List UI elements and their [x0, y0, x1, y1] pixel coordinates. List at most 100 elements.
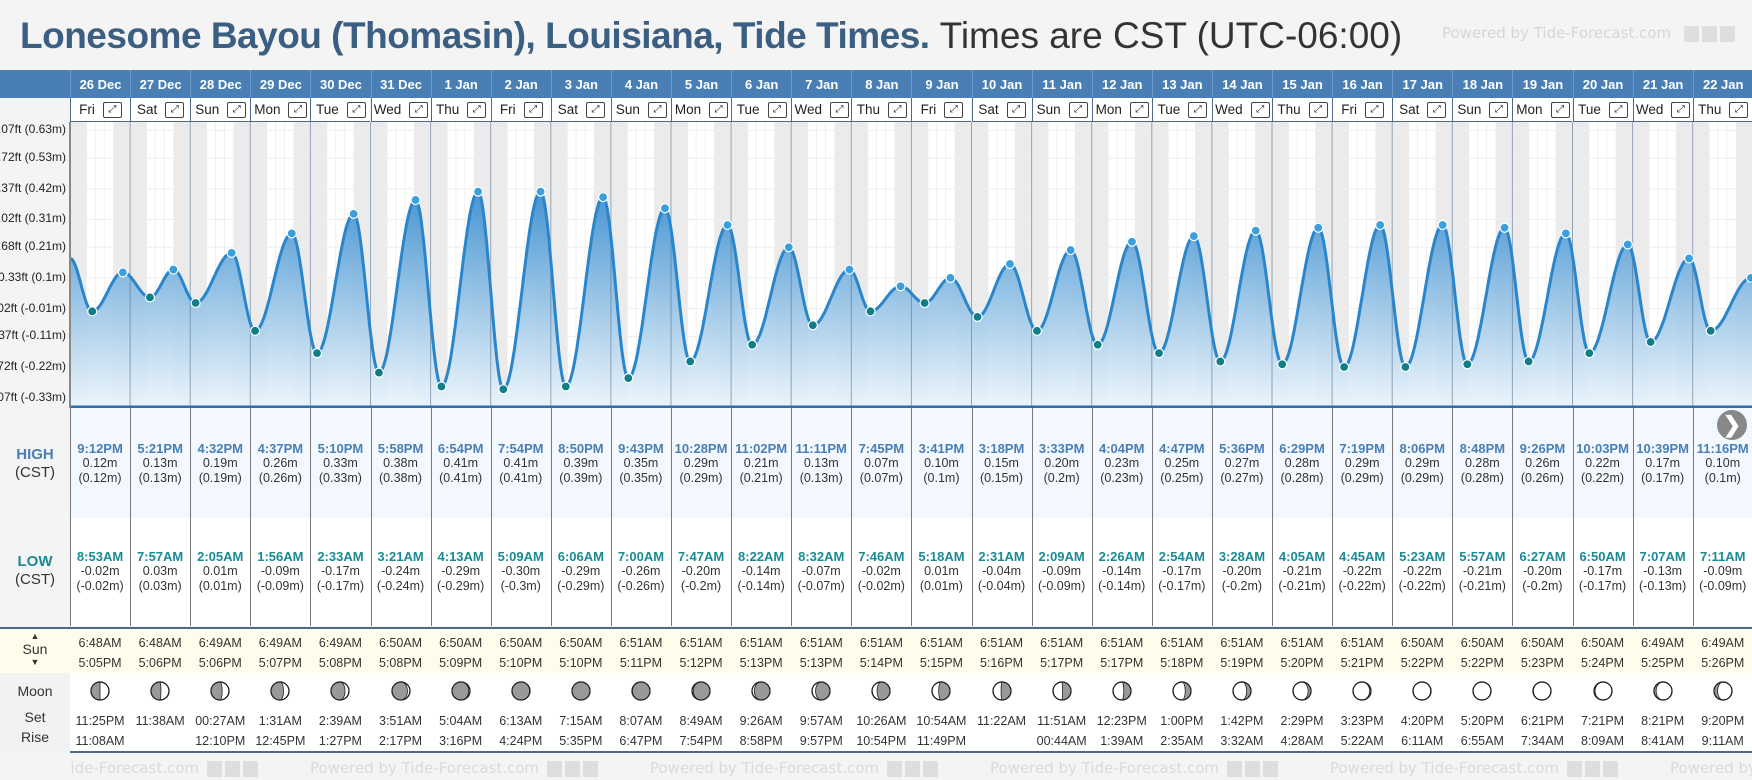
column-divider	[1151, 408, 1153, 626]
sunset-time: 5:10PM	[499, 656, 543, 670]
expand-day-button[interactable]: ⤢	[1729, 101, 1749, 118]
high-tide-height-alt: (0.15m)	[980, 471, 1024, 485]
weekday-cell: Mon ⤢	[671, 98, 732, 122]
next-page-button[interactable]: ❯	[1717, 410, 1747, 440]
low-tide-point	[1584, 347, 1595, 359]
high-tide-point	[783, 242, 794, 253]
low-tide-height-alt: (-0.29m)	[437, 579, 485, 593]
powered-by-watermark: Powered by Tide-Forecast.com	[70, 759, 259, 777]
high-tide-point	[348, 208, 359, 219]
low-tide-height: -0.04m	[982, 564, 1021, 578]
weekday-label: Tue	[316, 102, 339, 117]
high-tide-height: 0.28m	[1284, 456, 1320, 470]
expand-day-button[interactable]: ⤢	[1129, 101, 1149, 118]
moon-phase-icon	[1172, 681, 1192, 701]
column-divider	[610, 408, 612, 626]
expand-day-button[interactable]: ⤢	[1671, 101, 1691, 118]
high-tide-band	[70, 408, 1752, 518]
high-tide-point	[1560, 228, 1571, 239]
high-tide-height: 0.12m	[82, 456, 118, 470]
moon-phase-icon	[1112, 681, 1132, 701]
low-tide-time: 4:45AM	[1339, 549, 1386, 564]
moonrise-time: 11:49PM	[916, 734, 966, 748]
expand-day-button[interactable]: ⤢	[1489, 101, 1509, 118]
sunset-time: 5:13PM	[799, 656, 843, 670]
low-tide-cell: 2:54AM -0.17m (-0.17m)	[1152, 549, 1212, 594]
expand-day-button[interactable]: ⤢	[1608, 101, 1628, 118]
high-tide-cell: 7:19PM 0.29m (0.29m)	[1332, 441, 1392, 486]
low-tide-time: 6:06AM	[557, 549, 604, 564]
moonrise-time: 8:58PM	[739, 734, 783, 748]
low-tide-time: 3:28AM	[1218, 549, 1266, 564]
moon-cell: 1:31AM 12:45PM	[250, 681, 310, 751]
expand-day-button[interactable]: ⤢	[165, 101, 185, 118]
low-tide-cell: 2:33AM -0.17m (-0.17m)	[310, 549, 370, 594]
expand-day-button[interactable]: ⤢	[1006, 101, 1026, 118]
expand-day-button[interactable]: ⤢	[585, 101, 605, 118]
expand-day-button[interactable]: ⤢	[523, 101, 543, 118]
low-tide-height-alt: (0.01m)	[198, 579, 242, 593]
weekday-cell: Tue ⤢	[731, 98, 792, 122]
low-tide-height: -0.17m	[1162, 564, 1202, 578]
high-tz-label: (CST)	[15, 464, 55, 481]
low-tide-point	[1705, 325, 1716, 336]
weekday-cell: Fri ⤢	[490, 98, 551, 122]
moonset-time: 2:29PM	[1280, 714, 1324, 728]
expand-day-button[interactable]: ⤢	[227, 101, 247, 118]
expand-day-button[interactable]: ⤢	[944, 101, 964, 118]
sunset-time: 5:12PM	[679, 656, 723, 670]
expand-icon: ⤢	[949, 104, 958, 115]
expand-day-button[interactable]: ⤢	[346, 101, 366, 118]
weekday-label: Mon	[254, 102, 281, 117]
expand-day-button[interactable]: ⤢	[102, 101, 122, 118]
expand-day-button[interactable]: ⤢	[1068, 101, 1088, 118]
expand-day-button[interactable]: ⤢	[887, 101, 907, 118]
expand-day-button[interactable]: ⤢	[767, 101, 787, 118]
high-tide-height-alt: (0.27m)	[1220, 471, 1264, 485]
high-tide-point	[597, 192, 609, 203]
moon-cell: 9:57AM 9:57PM	[791, 681, 851, 751]
column-divider	[971, 408, 973, 626]
high-tide-height-alt: (0.41m)	[499, 471, 543, 485]
low-tide-height: 0.01m	[202, 564, 238, 578]
y-tick-label: 0.37ft (-0.11m)	[0, 328, 66, 343]
expand-day-button[interactable]: ⤢	[288, 101, 308, 118]
moonset-time: 11:51AM	[1037, 714, 1087, 728]
expand-day-button[interactable]: ⤢	[1188, 101, 1208, 118]
high-tide-height: 0.29m	[1404, 456, 1440, 470]
expand-day-button[interactable]: ⤢	[1308, 101, 1328, 118]
expand-day-button[interactable]: ⤢	[1365, 101, 1385, 118]
moonset-time: 10:54AM	[916, 714, 967, 728]
sunrise-time: 6:51AM	[1040, 636, 1084, 650]
expand-day-button[interactable]: ⤢	[709, 101, 729, 118]
column-divider	[490, 408, 492, 626]
date-header: 13 Jan	[1151, 70, 1212, 98]
sun-times-cell: 6:50AM 5:22PM	[1392, 633, 1452, 673]
weekday-label: Sun	[615, 102, 640, 117]
expand-day-button[interactable]: ⤢	[647, 101, 667, 118]
high-tide-height-alt: (0.25m)	[1160, 471, 1204, 485]
expand-icon: ⤢	[170, 104, 179, 115]
high-tide-point	[168, 264, 179, 275]
low-tide-height-alt: (0.01m)	[919, 579, 963, 593]
low-tide-time: 7:46AM	[858, 549, 905, 564]
expand-day-button[interactable]: ⤢	[1250, 101, 1270, 118]
column-divider	[310, 408, 312, 626]
expand-day-button[interactable]: ⤢	[829, 101, 849, 118]
expand-day-button[interactable]: ⤢	[467, 101, 487, 118]
date-header: 18 Jan	[1452, 70, 1512, 98]
date-header: 6 Jan	[731, 70, 791, 98]
date-header: 9 Jan	[911, 70, 971, 98]
column-divider	[1392, 408, 1394, 626]
expand-day-button[interactable]: ⤢	[409, 101, 429, 118]
expand-day-button[interactable]: ⤢	[1427, 101, 1447, 118]
high-tide-time: 7:19PM	[1339, 441, 1385, 456]
date-header: 1 Jan	[430, 70, 491, 98]
expand-day-button[interactable]: ⤢	[1550, 101, 1570, 118]
expand-icon: ⤢	[1370, 104, 1379, 115]
weekday-cell: Thu ⤢	[851, 98, 912, 122]
date-header: 22 Jan	[1692, 70, 1752, 98]
high-tide-point	[1745, 272, 1752, 284]
moon-cell: 10:26AM 10:54PM	[851, 681, 911, 751]
low-tide-time: 7:00AM	[617, 549, 665, 564]
